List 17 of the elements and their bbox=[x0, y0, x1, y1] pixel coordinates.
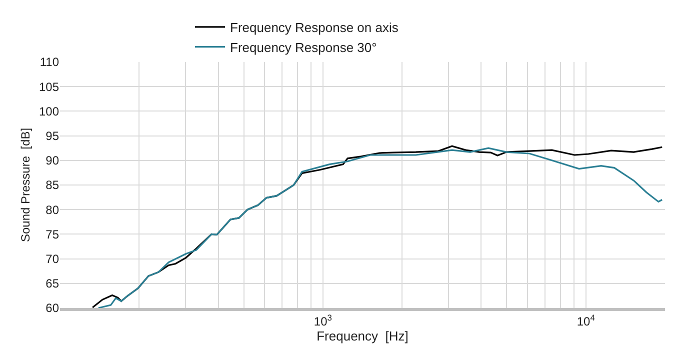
y-tick-label: 80 bbox=[46, 202, 60, 217]
y-tick-label: 105 bbox=[38, 80, 60, 94]
y-tick-label: 100 bbox=[38, 104, 60, 118]
y-tick-label: 65 bbox=[46, 276, 60, 291]
y-tick-label: 110 bbox=[40, 55, 60, 70]
x-tick-label: 10$^{3}$ bbox=[314, 312, 332, 328]
legend-label: Frequency Response on axis bbox=[230, 20, 399, 36]
x-axis-title: Frequency [Hz] bbox=[316, 328, 408, 344]
y-tick-label: 75 bbox=[46, 227, 60, 242]
x-tick-label: 10$^{4}$ bbox=[576, 312, 596, 328]
y-tick-label: 60 bbox=[46, 301, 60, 316]
y-tick-label: 90 bbox=[46, 154, 60, 168]
y-tick-label: 85 bbox=[46, 178, 60, 192]
legend-label: Frequency Response 30° bbox=[230, 40, 377, 55]
y-tick-label: 95 bbox=[46, 129, 60, 143]
y-tick-label: 70 bbox=[46, 252, 60, 266]
y-axis-title: Sound Pressure [dB] bbox=[18, 128, 32, 242]
